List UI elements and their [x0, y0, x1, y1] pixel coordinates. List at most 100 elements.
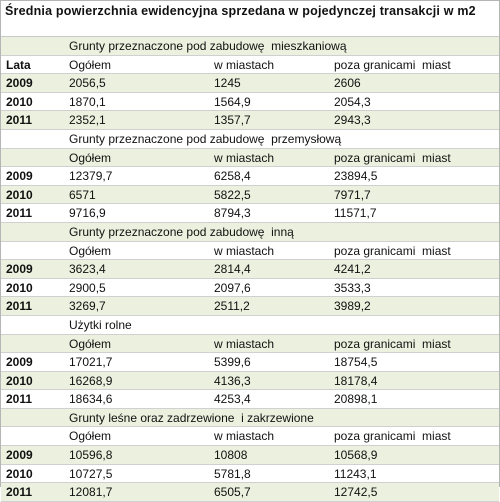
- value-cell: 2056,5: [69, 76, 106, 91]
- data-row: 2009 12379,7 6258,4 23894,5: [1, 167, 499, 186]
- data-row: 2009 2056,5 1245 2606: [1, 74, 499, 93]
- column-header: Ogółem: [69, 429, 112, 444]
- value-cell: 16268,9: [69, 373, 113, 388]
- column-header: w miastach: [214, 243, 275, 258]
- value-cell: 1357,7: [214, 113, 251, 128]
- data-row: 2011 18634,6 4253,4 20898,1: [1, 390, 499, 409]
- value-cell: 1564,9: [214, 94, 251, 109]
- section-heading-row: Grunty przeznaczone pod zabudowę inną: [1, 222, 499, 242]
- value-cell: 10727,5: [69, 466, 113, 481]
- data-row: 2011 9716,9 8794,3 11571,7: [1, 204, 499, 223]
- data-row: 2009 10596,8 10808 10568,9: [1, 446, 499, 465]
- value-cell: 1245: [214, 76, 241, 91]
- year-cell: 2009: [6, 76, 33, 91]
- section-heading-row: Użytki rolne: [1, 316, 499, 335]
- column-header: w miastach: [214, 57, 275, 72]
- value-cell: 5781,8: [214, 466, 251, 481]
- value-cell: 11243,1: [334, 466, 377, 481]
- value-cell: 20898,1: [334, 392, 378, 407]
- year-cell: 2009: [6, 262, 33, 277]
- value-cell: 5399,6: [214, 355, 251, 370]
- year-cell: 2010: [6, 187, 33, 202]
- value-cell: 10568,9: [334, 448, 378, 463]
- value-cell: 2606: [334, 76, 361, 91]
- year-cell: 2010: [6, 466, 33, 481]
- value-cell: 23894,5: [334, 169, 378, 184]
- value-cell: 11571,7: [334, 206, 377, 221]
- data-row: 2011 12081,7 6505,7 12742,5: [1, 483, 499, 502]
- data-row: 2011 2352,1 1357,7 2943,3: [1, 111, 499, 130]
- value-cell: 4136,3: [214, 373, 251, 388]
- year-cell: 2010: [6, 94, 33, 109]
- section-heading-row: Grunty przeznaczone pod zabudowę przemys…: [1, 130, 499, 149]
- value-cell: 2097,6: [214, 280, 251, 295]
- data-row: 2009 17021,7 5399,6 18754,5: [1, 353, 499, 372]
- data-row: 2010 1870,1 1564,9 2054,3: [1, 93, 499, 112]
- value-cell: 17021,7: [69, 355, 113, 370]
- value-cell: 3533,3: [334, 280, 371, 295]
- column-header: Lata: [6, 57, 31, 72]
- value-cell: 6571: [69, 187, 96, 202]
- section-heading-row: Grunty przeznaczone pod zabudowę mieszka…: [1, 37, 499, 56]
- value-cell: 2900,5: [69, 280, 106, 295]
- section-heading: Użytki rolne: [69, 317, 132, 332]
- table-title: Średnia powierzchnia ewidencyjna sprzeda…: [1, 1, 499, 37]
- column-header: w miastach: [214, 429, 275, 444]
- value-cell: 3623,4: [69, 262, 106, 277]
- column-header: w miastach: [214, 336, 275, 351]
- column-header: Ogółem: [69, 57, 112, 72]
- data-row: 2010 10727,5 5781,8 11243,1: [1, 465, 499, 484]
- value-cell: 2054,3: [334, 94, 371, 109]
- table-body: Grunty przeznaczone pod zabudowę mieszka…: [1, 37, 499, 502]
- value-cell: 18634,6: [69, 392, 113, 407]
- value-cell: 6505,7: [214, 485, 251, 500]
- column-header-row: Ogółem w miastach poza granicami miast: [1, 148, 499, 168]
- value-cell: 12742,5: [334, 485, 378, 500]
- value-cell: 1870,1: [69, 94, 106, 109]
- section-heading: Grunty przeznaczone pod zabudowę przemys…: [69, 131, 342, 146]
- column-header-row: Ogółem w miastach poza granicami miast: [1, 242, 499, 261]
- column-header: poza granicami miast: [334, 243, 451, 258]
- column-header: w miastach: [214, 150, 275, 165]
- year-cell: 2010: [6, 373, 33, 388]
- column-header: poza granicami miast: [334, 150, 451, 165]
- year-cell: 2009: [6, 355, 33, 370]
- value-cell: 18754,5: [334, 355, 378, 370]
- value-cell: 8794,3: [214, 206, 251, 221]
- data-row: 2010 16268,9 4136,3 18178,4: [1, 371, 499, 391]
- value-cell: 10596,8: [69, 448, 113, 463]
- value-cell: 2943,3: [334, 113, 371, 128]
- value-cell: 7971,7: [334, 187, 371, 202]
- year-cell: 2011: [6, 113, 33, 128]
- value-cell: 4241,2: [334, 262, 371, 277]
- value-cell: 2814,4: [214, 262, 251, 277]
- year-cell: 2009: [6, 169, 33, 184]
- value-cell: 2352,1: [69, 113, 106, 128]
- data-row: 2009 3623,4 2814,4 4241,2: [1, 260, 499, 279]
- section-heading: Grunty przeznaczone pod zabudowę mieszka…: [69, 39, 347, 53]
- column-header: Ogółem: [69, 150, 112, 165]
- value-cell: 2511,2: [214, 299, 250, 314]
- value-cell: 10808: [214, 448, 248, 463]
- year-cell: 2009: [6, 448, 33, 463]
- year-cell: 2011: [6, 392, 33, 407]
- column-header: Ogółem: [69, 336, 112, 351]
- year-cell: 2011: [6, 485, 33, 500]
- section-heading: Grunty leśne oraz zadrzewione i zakrzewi…: [69, 410, 314, 425]
- value-cell: 5822,5: [214, 187, 251, 202]
- data-row: 2010 2900,5 2097,6 3533,3: [1, 279, 499, 298]
- column-header-row: Lata Ogółem w miastach poza granicami miast: [1, 56, 499, 75]
- value-cell: 4253,4: [214, 392, 251, 407]
- data-row: 2011 3269,7 2511,2 3989,2: [1, 297, 499, 316]
- year-cell: 2011: [6, 299, 33, 314]
- column-header: poza granicami miast: [334, 429, 451, 444]
- column-header-row: Ogółem w miastach poza granicami miast: [1, 427, 499, 447]
- value-cell: 6258,4: [214, 169, 251, 184]
- data-row: 2010 6571 5822,5 7971,7: [1, 185, 499, 205]
- value-cell: 18178,4: [334, 373, 378, 388]
- column-header: poza granicami miast: [334, 57, 451, 72]
- year-cell: 2010: [6, 280, 33, 295]
- value-cell: 3269,7: [69, 299, 106, 314]
- section-heading: Grunty przeznaczone pod zabudowę inną: [69, 224, 294, 239]
